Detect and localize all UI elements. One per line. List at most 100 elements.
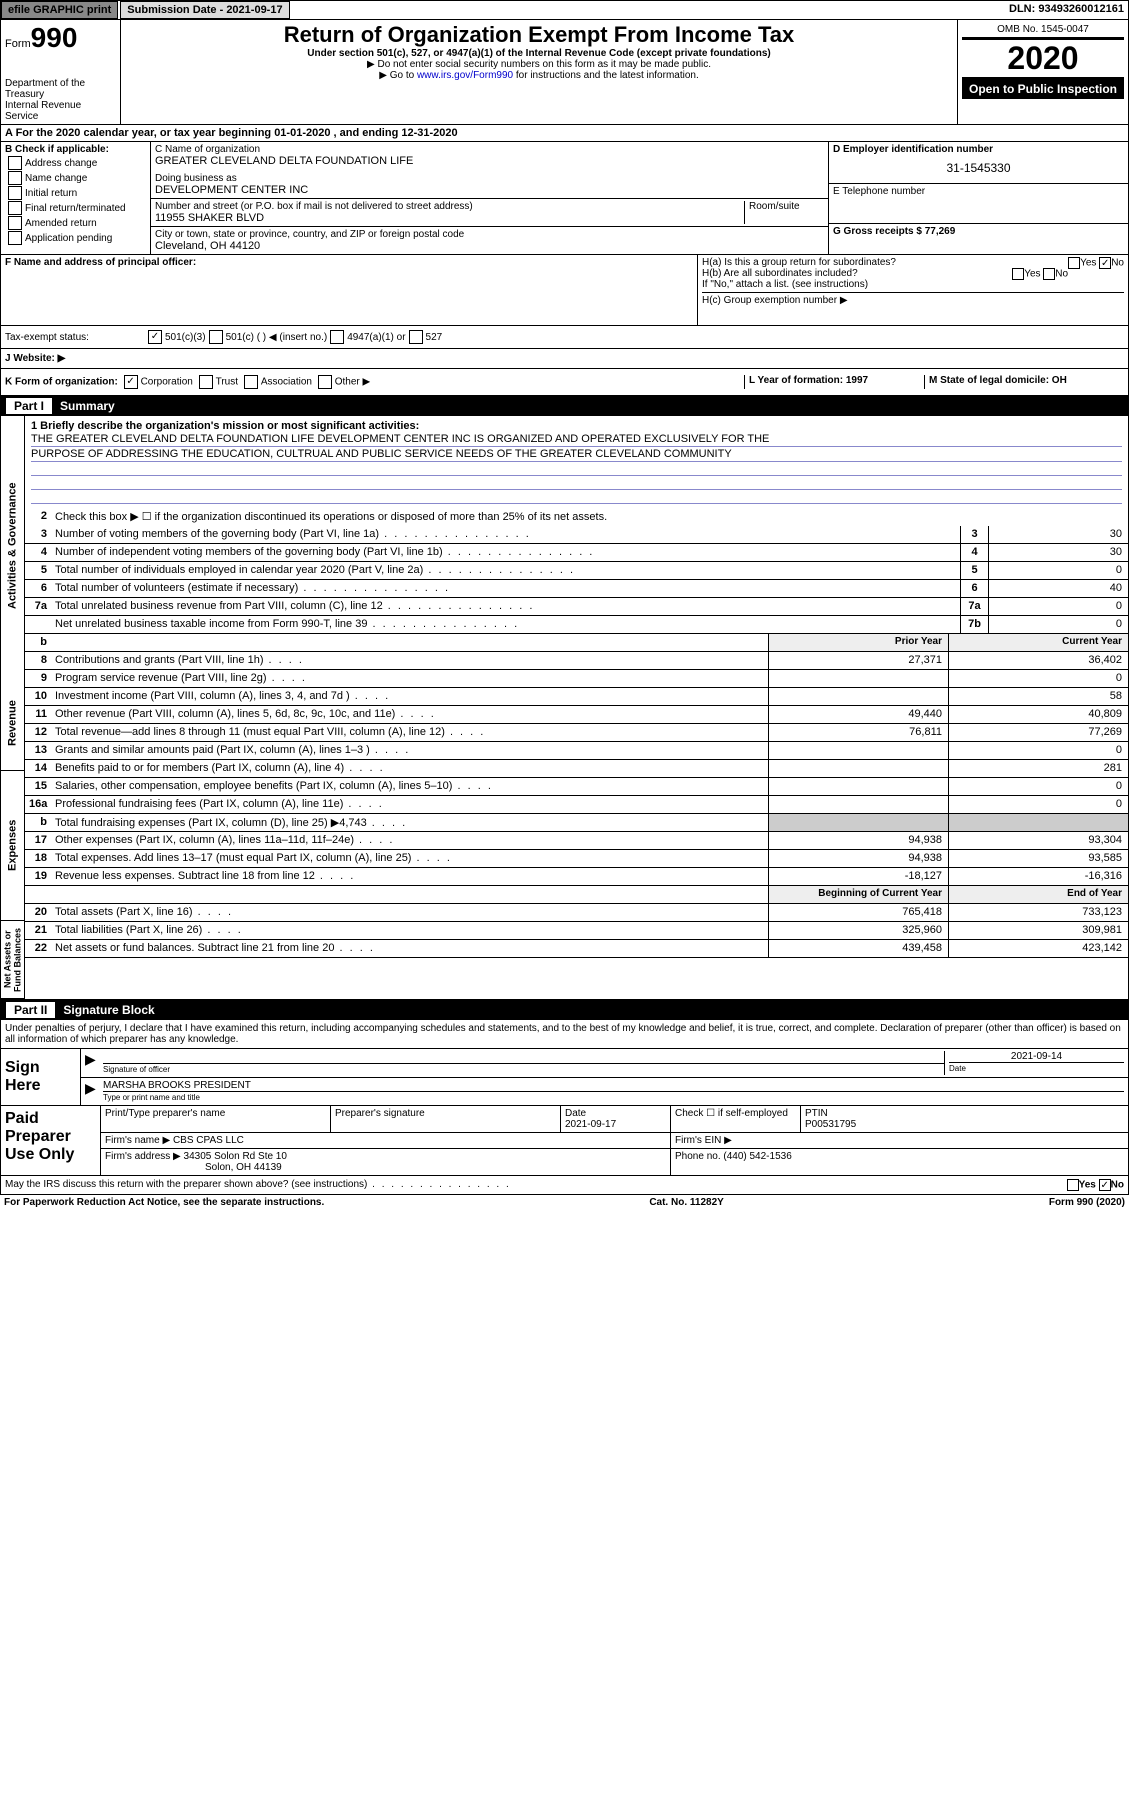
irs-discuss-row: May the IRS discuss this return with the… [0, 1176, 1129, 1195]
klm-row: K Form of organization: ✓Corporation Tru… [0, 369, 1129, 396]
ptin-label: PTIN [805, 1108, 828, 1119]
sig-arrow-2: ▶ [85, 1080, 103, 1103]
subtitle-3: ▶ Go to www.irs.gov/Form990 for instruct… [125, 70, 953, 81]
q2-checkbox-line: Check this box ▶ ☐ if the organization d… [51, 508, 1128, 526]
page-footer: For Paperwork Reduction Act Notice, see … [0, 1195, 1129, 1210]
q1-blank-3 [31, 490, 1122, 504]
hb-no-checkbox[interactable] [1043, 268, 1055, 280]
open-public-badge: Open to Public Inspection [962, 79, 1124, 99]
exp-line-16a: 16aProfessional fundraising fees (Part I… [25, 796, 1128, 814]
room-label: Room/suite [744, 201, 824, 224]
chk-trust[interactable] [199, 375, 213, 389]
discuss-yes-checkbox[interactable] [1067, 1179, 1079, 1191]
prep-date-value: 2021-09-17 [565, 1119, 616, 1130]
summary-body: 1 Briefly describe the organization's mi… [25, 416, 1128, 999]
hb-yes-checkbox[interactable] [1012, 268, 1024, 280]
self-employed-check[interactable]: Check ☐ if self-employed [671, 1106, 801, 1132]
main-title: Return of Organization Exempt From Incom… [125, 22, 953, 48]
form-prefix: Form [5, 38, 31, 50]
col-b-header: B Check if applicable: [5, 144, 146, 155]
gov-line-5: 5Total number of individuals employed in… [25, 562, 1128, 580]
exp-line-18: 18Total expenses. Add lines 13–17 (must … [25, 850, 1128, 868]
firm-name: CBS CPAS LLC [173, 1135, 244, 1146]
q1-brief: 1 Briefly describe the organization's mi… [25, 416, 1128, 508]
header-bar: efile GRAPHIC print Submission Date - 20… [0, 0, 1129, 20]
goto-suffix: for instructions and the latest informat… [513, 70, 699, 81]
chk-association[interactable] [244, 375, 258, 389]
hb-note: If "No," attach a list. (see instruction… [702, 279, 1124, 290]
rev-line-10: 10Investment income (Part VIII, column (… [25, 688, 1128, 706]
ein-label: D Employer identification number [833, 144, 1124, 155]
type-name-label: Type or print name and title [103, 1093, 200, 1102]
vtab-net-assets: Net Assets or Fund Balances [1, 921, 25, 999]
m-state-domicile: M State of legal domicile: OH [924, 375, 1124, 389]
ptin-value: P00531795 [805, 1119, 856, 1130]
prep-sig-label: Preparer's signature [331, 1106, 561, 1132]
tax-exempt-label: Tax-exempt status: [5, 332, 145, 343]
gov-line-3: 3Number of voting members of the governi… [25, 526, 1128, 544]
end-year-header: End of Year [948, 886, 1128, 903]
hb-subordinates: H(b) Are all subordinates included? Yes … [702, 268, 1124, 279]
subtitle-1: Under section 501(c), 527, or 4947(a)(1)… [125, 48, 953, 59]
exp-line-19: 19Revenue less expenses. Subtract line 1… [25, 868, 1128, 886]
irs-link[interactable]: www.irs.gov/Form990 [417, 70, 513, 81]
form-990-number: 990 [31, 22, 78, 53]
part-1-title: Summary [60, 399, 115, 413]
subtitle-2: ▶ Do not enter social security numbers o… [125, 59, 953, 70]
summary-section: Activities & Governance Revenue Expenses… [0, 416, 1129, 1000]
paid-preparer-block: Paid Preparer Use Only Print/Type prepar… [0, 1106, 1129, 1176]
chk-name-change[interactable]: Name change [5, 171, 146, 185]
chk-527[interactable] [409, 330, 423, 344]
q1-blank-2 [31, 476, 1122, 490]
sign-here-label: Sign Here [1, 1049, 81, 1105]
firm-addr-label: Firm's address ▶ [105, 1151, 181, 1162]
col-c-org-info: C Name of organization GREATER CLEVELAND… [151, 142, 828, 254]
chk-amended-return[interactable]: Amended return [5, 216, 146, 230]
chk-4947[interactable] [330, 330, 344, 344]
gov-line-6: 6Total number of volunteers (estimate if… [25, 580, 1128, 598]
dln-label: DLN: 93493260012161 [1005, 1, 1128, 19]
prior-current-header: b Prior Year Current Year [25, 634, 1128, 652]
firm-addr-2: Solon, OH 44139 [205, 1162, 282, 1173]
sig-officer-label: Signature of officer [103, 1065, 170, 1074]
exp-line-15: 15Salaries, other compensation, employee… [25, 778, 1128, 796]
efile-print-button[interactable]: efile GRAPHIC print [1, 1, 118, 19]
exp-line-14: 14Benefits paid to or for members (Part … [25, 760, 1128, 778]
form-990-footer: Form 990 (2020) [1049, 1197, 1125, 1208]
paperwork-notice: For Paperwork Reduction Act Notice, see … [4, 1197, 324, 1208]
vtab-revenue: Revenue [1, 676, 25, 771]
l-year-formation: L Year of formation: 1997 [744, 375, 924, 389]
exp-line-b: bTotal fundraising expenses (Part IX, co… [25, 814, 1128, 832]
addr-label: Number and street (or P.O. box if mail i… [155, 201, 744, 212]
ha-yes-checkbox[interactable] [1068, 257, 1080, 269]
col-b-checkboxes: B Check if applicable: Address change Na… [1, 142, 151, 254]
chk-501c[interactable] [209, 330, 223, 344]
q1-label: 1 Briefly describe the organization's mi… [31, 420, 419, 432]
irs-label: Internal Revenue Service [5, 100, 116, 122]
title-center: Return of Organization Exempt From Incom… [121, 20, 958, 124]
firm-name-label: Firm's name ▶ [105, 1135, 170, 1146]
hc-group-exemption: H(c) Group exemption number ▶ [702, 292, 1124, 306]
ha-group-return: H(a) Is this a group return for subordin… [702, 257, 1124, 268]
part-2-label: Part II [6, 1002, 55, 1018]
chk-address-change[interactable]: Address change [5, 156, 146, 170]
irs-discuss-question: May the IRS discuss this return with the… [5, 1179, 511, 1191]
discuss-no-checkbox[interactable]: ✓ [1099, 1179, 1111, 1191]
current-year-header: Current Year [948, 634, 1128, 651]
tax-exempt-row: Tax-exempt status: ✓501(c)(3) 501(c) ( )… [0, 326, 1129, 349]
chk-501c3[interactable]: ✓ [148, 330, 162, 344]
exp-line-13: 13Grants and similar amounts paid (Part … [25, 742, 1128, 760]
perjury-declaration: Under penalties of perjury, I declare th… [1, 1020, 1128, 1049]
chk-final-return[interactable]: Final return/terminated [5, 201, 146, 215]
chk-other[interactable] [318, 375, 332, 389]
col-d-right: D Employer identification number 31-1545… [828, 142, 1128, 254]
omb-number: OMB No. 1545-0047 [962, 22, 1124, 38]
q1-blank-1 [31, 462, 1122, 476]
ha-no-checkbox[interactable]: ✓ [1099, 257, 1111, 269]
chk-initial-return[interactable]: Initial return [5, 186, 146, 200]
chk-corporation[interactable]: ✓ [124, 375, 138, 389]
dba-label: Doing business as [155, 173, 824, 184]
title-block: Form990 Department of the Treasury Inter… [0, 20, 1129, 125]
chk-application-pending[interactable]: Application pending [5, 231, 146, 245]
firm-phone: Phone no. (440) 542-1536 [671, 1149, 1128, 1175]
